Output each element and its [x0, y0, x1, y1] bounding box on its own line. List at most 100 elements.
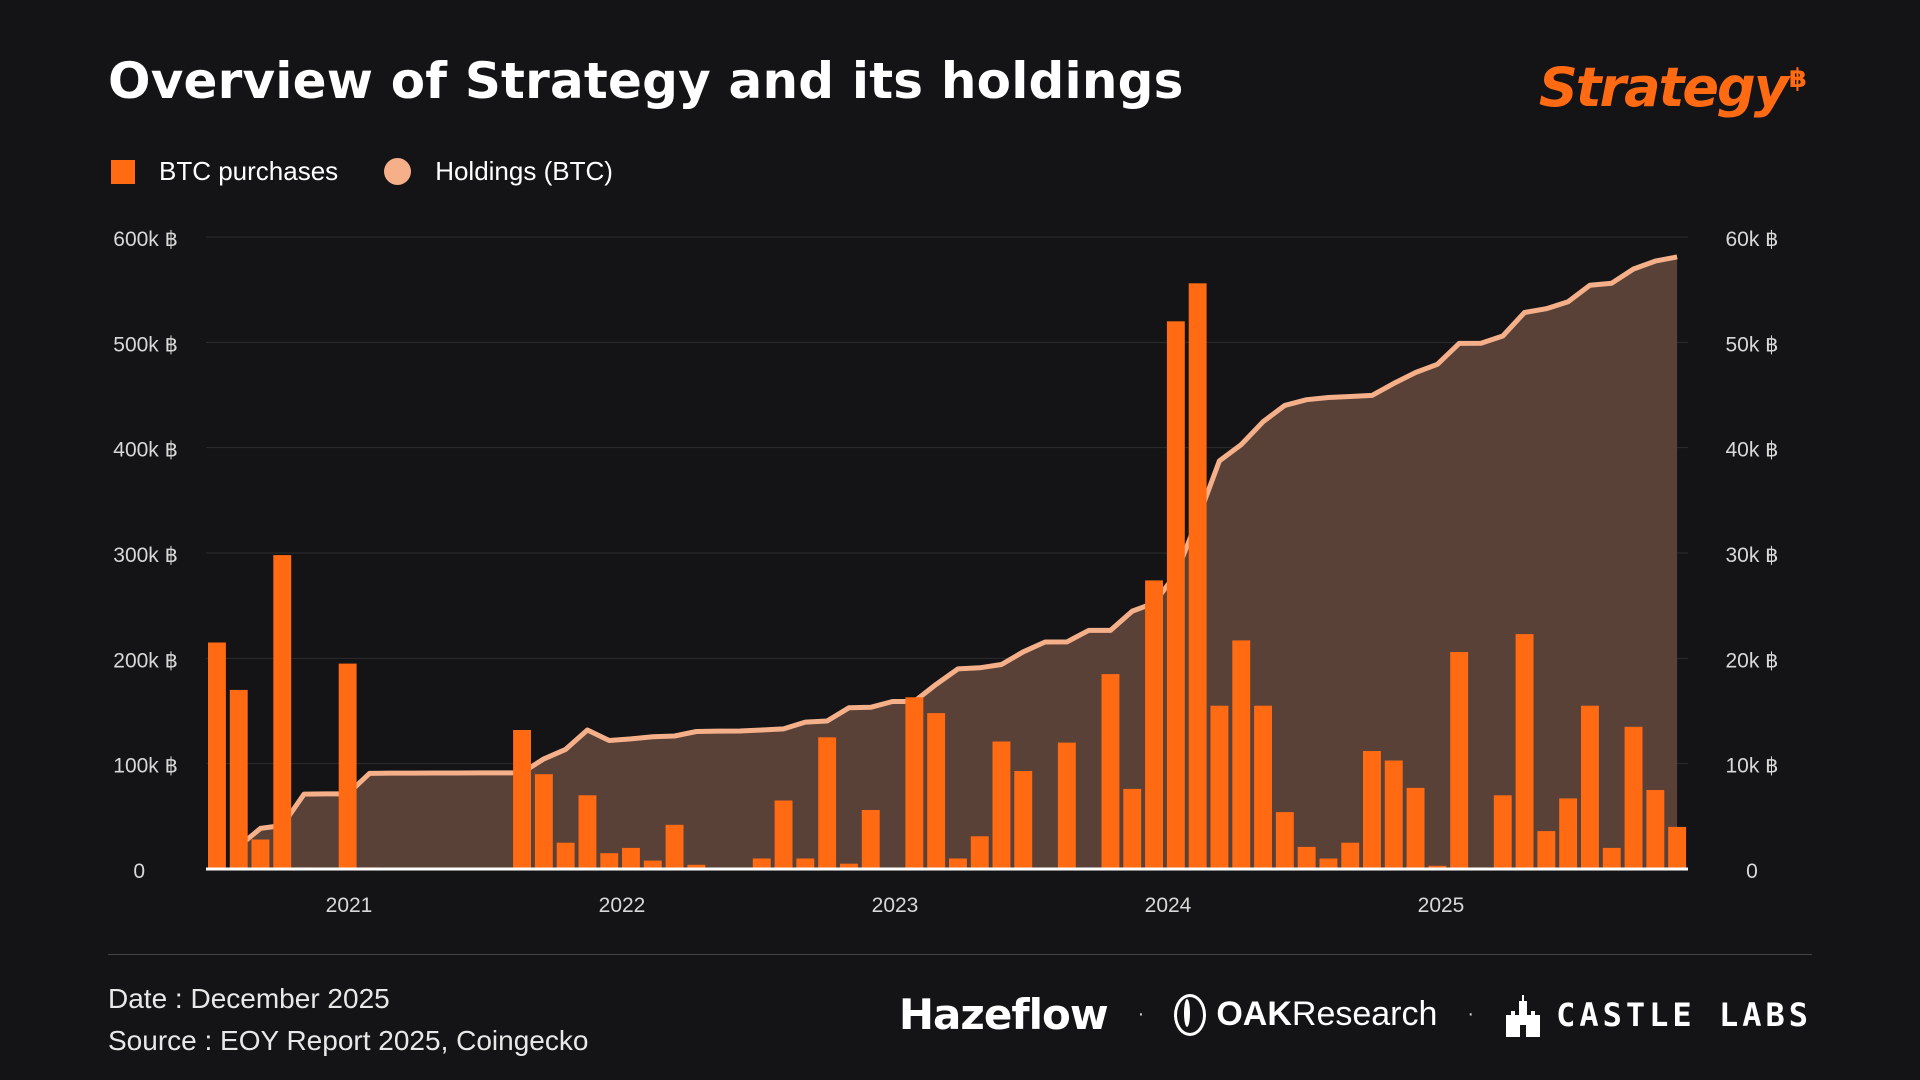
legend-item-holdings: Holdings (BTC)	[384, 156, 613, 187]
legend-item-btc-purchases: BTC purchases	[111, 156, 338, 187]
legend-label-btc-purchases: BTC purchases	[159, 156, 339, 186]
purchase-bar	[949, 858, 967, 869]
purchase-bar	[1341, 842, 1360, 869]
purchase-bar	[1166, 321, 1185, 869]
y-left-tick-label: 600k ฿	[113, 228, 178, 251]
purchase-bar	[556, 842, 575, 869]
purchase-bar	[1428, 865, 1447, 869]
purchase-bar	[905, 697, 924, 869]
y-left-tick-label: 0	[133, 860, 145, 883]
purchase-bar	[1493, 795, 1512, 869]
purchase-bar	[1559, 798, 1578, 869]
purchase-bar	[229, 689, 248, 869]
purchase-bar	[1210, 705, 1229, 869]
purchase-bar	[1275, 812, 1294, 869]
purchase-bar	[1014, 771, 1033, 869]
hazeflow-logo: Hazeflow	[898, 990, 1109, 1039]
x-tick-label: 2022	[599, 894, 646, 917]
purchase-bar	[992, 741, 1011, 869]
purchase-bar	[927, 713, 946, 869]
y-left-tick-label: 100k ฿	[113, 755, 178, 778]
footer-info: Date : December 2025 Source : EOY Report…	[108, 978, 588, 1062]
y-right-tick-label: 60k ฿	[1725, 228, 1778, 251]
purchase-bar	[1646, 790, 1665, 869]
purchase-bar	[208, 642, 226, 869]
castle-labs-logo: CASTLE LABS	[1504, 993, 1812, 1037]
oak-light-text: Research	[1291, 995, 1438, 1033]
purchase-bar	[840, 863, 858, 869]
purchase-bar	[665, 824, 684, 869]
purchase-bar	[796, 858, 815, 869]
bitcoin-mark-icon: ฿	[1788, 64, 1807, 94]
purchase-bar	[1145, 580, 1163, 869]
x-tick-label: 2023	[872, 894, 919, 917]
footer-divider	[108, 954, 1812, 955]
chart-legend: BTC purchases Holdings (BTC)	[111, 156, 659, 187]
purchase-bar	[1297, 846, 1316, 869]
purchase-bar	[1581, 705, 1599, 869]
separator-dot: ·	[1137, 1003, 1145, 1025]
y-left-tick-label: 200k ฿	[113, 649, 178, 672]
chart-canvas: 0 0 100k ฿ 10k ฿ 200k ฿ 20k ฿ 300k ฿ 30k ฿ 400k …	[113, 228, 1778, 917]
purchase-bar	[1363, 751, 1381, 869]
y-left-tick-label: 500k ฿	[113, 333, 178, 356]
strategy-logo: Strategy฿	[1538, 56, 1807, 119]
purchase-bar	[513, 730, 531, 869]
holdings-area	[238, 256, 1678, 869]
separator-dot: ·	[1467, 1003, 1475, 1025]
purchase-bar	[1057, 742, 1076, 869]
purchase-bar	[622, 847, 640, 869]
legend-circle-icon	[384, 158, 412, 185]
purchase-bar	[1515, 634, 1534, 869]
y-right-tick-label: 50k ฿	[1725, 333, 1778, 356]
purchase-bar	[273, 555, 292, 869]
purchase-bar	[1384, 760, 1403, 869]
footer-source: Source : EOY Report 2025, Coingecko	[108, 1025, 589, 1056]
strategy-logo-text: Strategy	[1538, 56, 1789, 119]
castle-labs-text: CASTLE LABS	[1556, 995, 1812, 1034]
purchase-bar	[578, 795, 597, 869]
purchase-bar	[1602, 847, 1621, 869]
purchase-bar	[1319, 858, 1338, 869]
y-right-tick-label: 20k ฿	[1725, 649, 1778, 672]
y-right-tick-label: 10k ฿	[1725, 755, 1778, 778]
castle-icon	[1506, 994, 1541, 1037]
purchase-bar	[1101, 674, 1120, 869]
partner-logos: Hazeflow · OAK Research · CASTLE LABS	[899, 990, 1812, 1039]
purchase-bar	[1188, 283, 1207, 869]
y-left-tick-label: 300k ฿	[113, 544, 178, 567]
x-tick-label: 2024	[1145, 894, 1192, 917]
purchase-bar	[1668, 826, 1687, 869]
purchase-bar	[970, 836, 989, 869]
oak-research-logo: OAK Research	[1174, 993, 1438, 1036]
y-right-tick-label: 30k ฿	[1725, 544, 1778, 567]
purchase-bar	[534, 774, 553, 869]
chart-title: Overview of Strategy and its holdings	[108, 52, 1184, 110]
purchase-bar	[1406, 787, 1425, 869]
purchase-bar	[1624, 726, 1643, 869]
purchase-bar	[752, 858, 771, 869]
y-right-tick-label: 40k ฿	[1725, 439, 1778, 462]
purchase-bar	[818, 737, 837, 869]
legend-square-icon	[111, 159, 135, 184]
purchase-bar	[1232, 640, 1251, 869]
legend-label-holdings: Holdings (BTC)	[435, 156, 613, 186]
purchase-bar	[251, 839, 270, 869]
purchase-bar	[774, 800, 793, 869]
purchase-bar	[1537, 831, 1556, 869]
oak-icon	[1174, 993, 1207, 1036]
y-left-tick-label: 400k ฿	[113, 439, 178, 462]
purchase-bar	[1123, 788, 1142, 869]
purchase-bar	[687, 864, 706, 869]
purchase-bar	[643, 860, 662, 869]
purchase-bar	[600, 853, 619, 869]
footer-date: Date : December 2025	[108, 983, 390, 1014]
oak-bold-text: OAK	[1216, 995, 1292, 1033]
purchase-bar	[1254, 705, 1272, 869]
purchase-bar	[861, 810, 880, 869]
x-tick-label: 2025	[1418, 894, 1465, 917]
holdings-line	[237, 254, 1678, 849]
purchase-bar	[1450, 652, 1469, 869]
x-tick-label: 2021	[326, 894, 373, 917]
purchase-bar	[338, 663, 357, 869]
